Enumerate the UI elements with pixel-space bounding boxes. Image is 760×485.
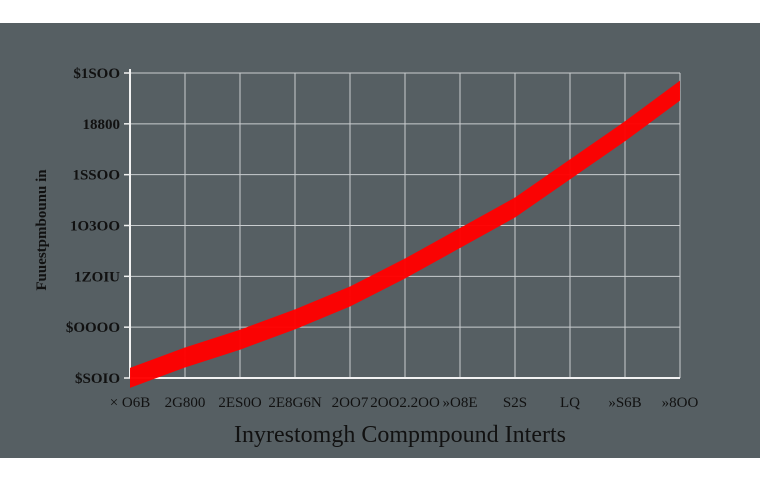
y-tick-label: $SOIO	[75, 371, 120, 387]
y-tick-label: $1SOO	[73, 66, 120, 82]
x-tick-label: 2G800	[165, 395, 206, 411]
x-tick-label: »8OO	[662, 395, 699, 411]
y-tick-label: 1O3OO	[70, 219, 120, 235]
y-tick-label: 1ZOIU	[74, 269, 120, 285]
x-tick-label: 2OO7	[332, 395, 369, 411]
y-tick-label: $OOOO	[66, 320, 120, 336]
x-tick-label: »O8E	[443, 395, 478, 411]
x-tick-label: 2OO2.2OO	[370, 395, 440, 411]
y-tick-label: 1SSOO	[72, 168, 120, 184]
y-axis-label: Fuuestpmbounu in	[34, 169, 50, 291]
x-tick-label: 2ES0O	[218, 395, 262, 411]
x-tick-label: S2S	[503, 395, 527, 411]
y-tick-label: 18800	[83, 117, 121, 133]
x-tick-label: 2E8G6N	[268, 395, 321, 411]
x-tick-label: LQ	[560, 395, 580, 411]
chart-panel	[0, 23, 760, 458]
chart-title: Inyrestomgh Compmpound Interts	[234, 422, 566, 448]
x-tick-label: × O6B	[110, 395, 151, 411]
x-tick-label: »S6B	[608, 395, 641, 411]
